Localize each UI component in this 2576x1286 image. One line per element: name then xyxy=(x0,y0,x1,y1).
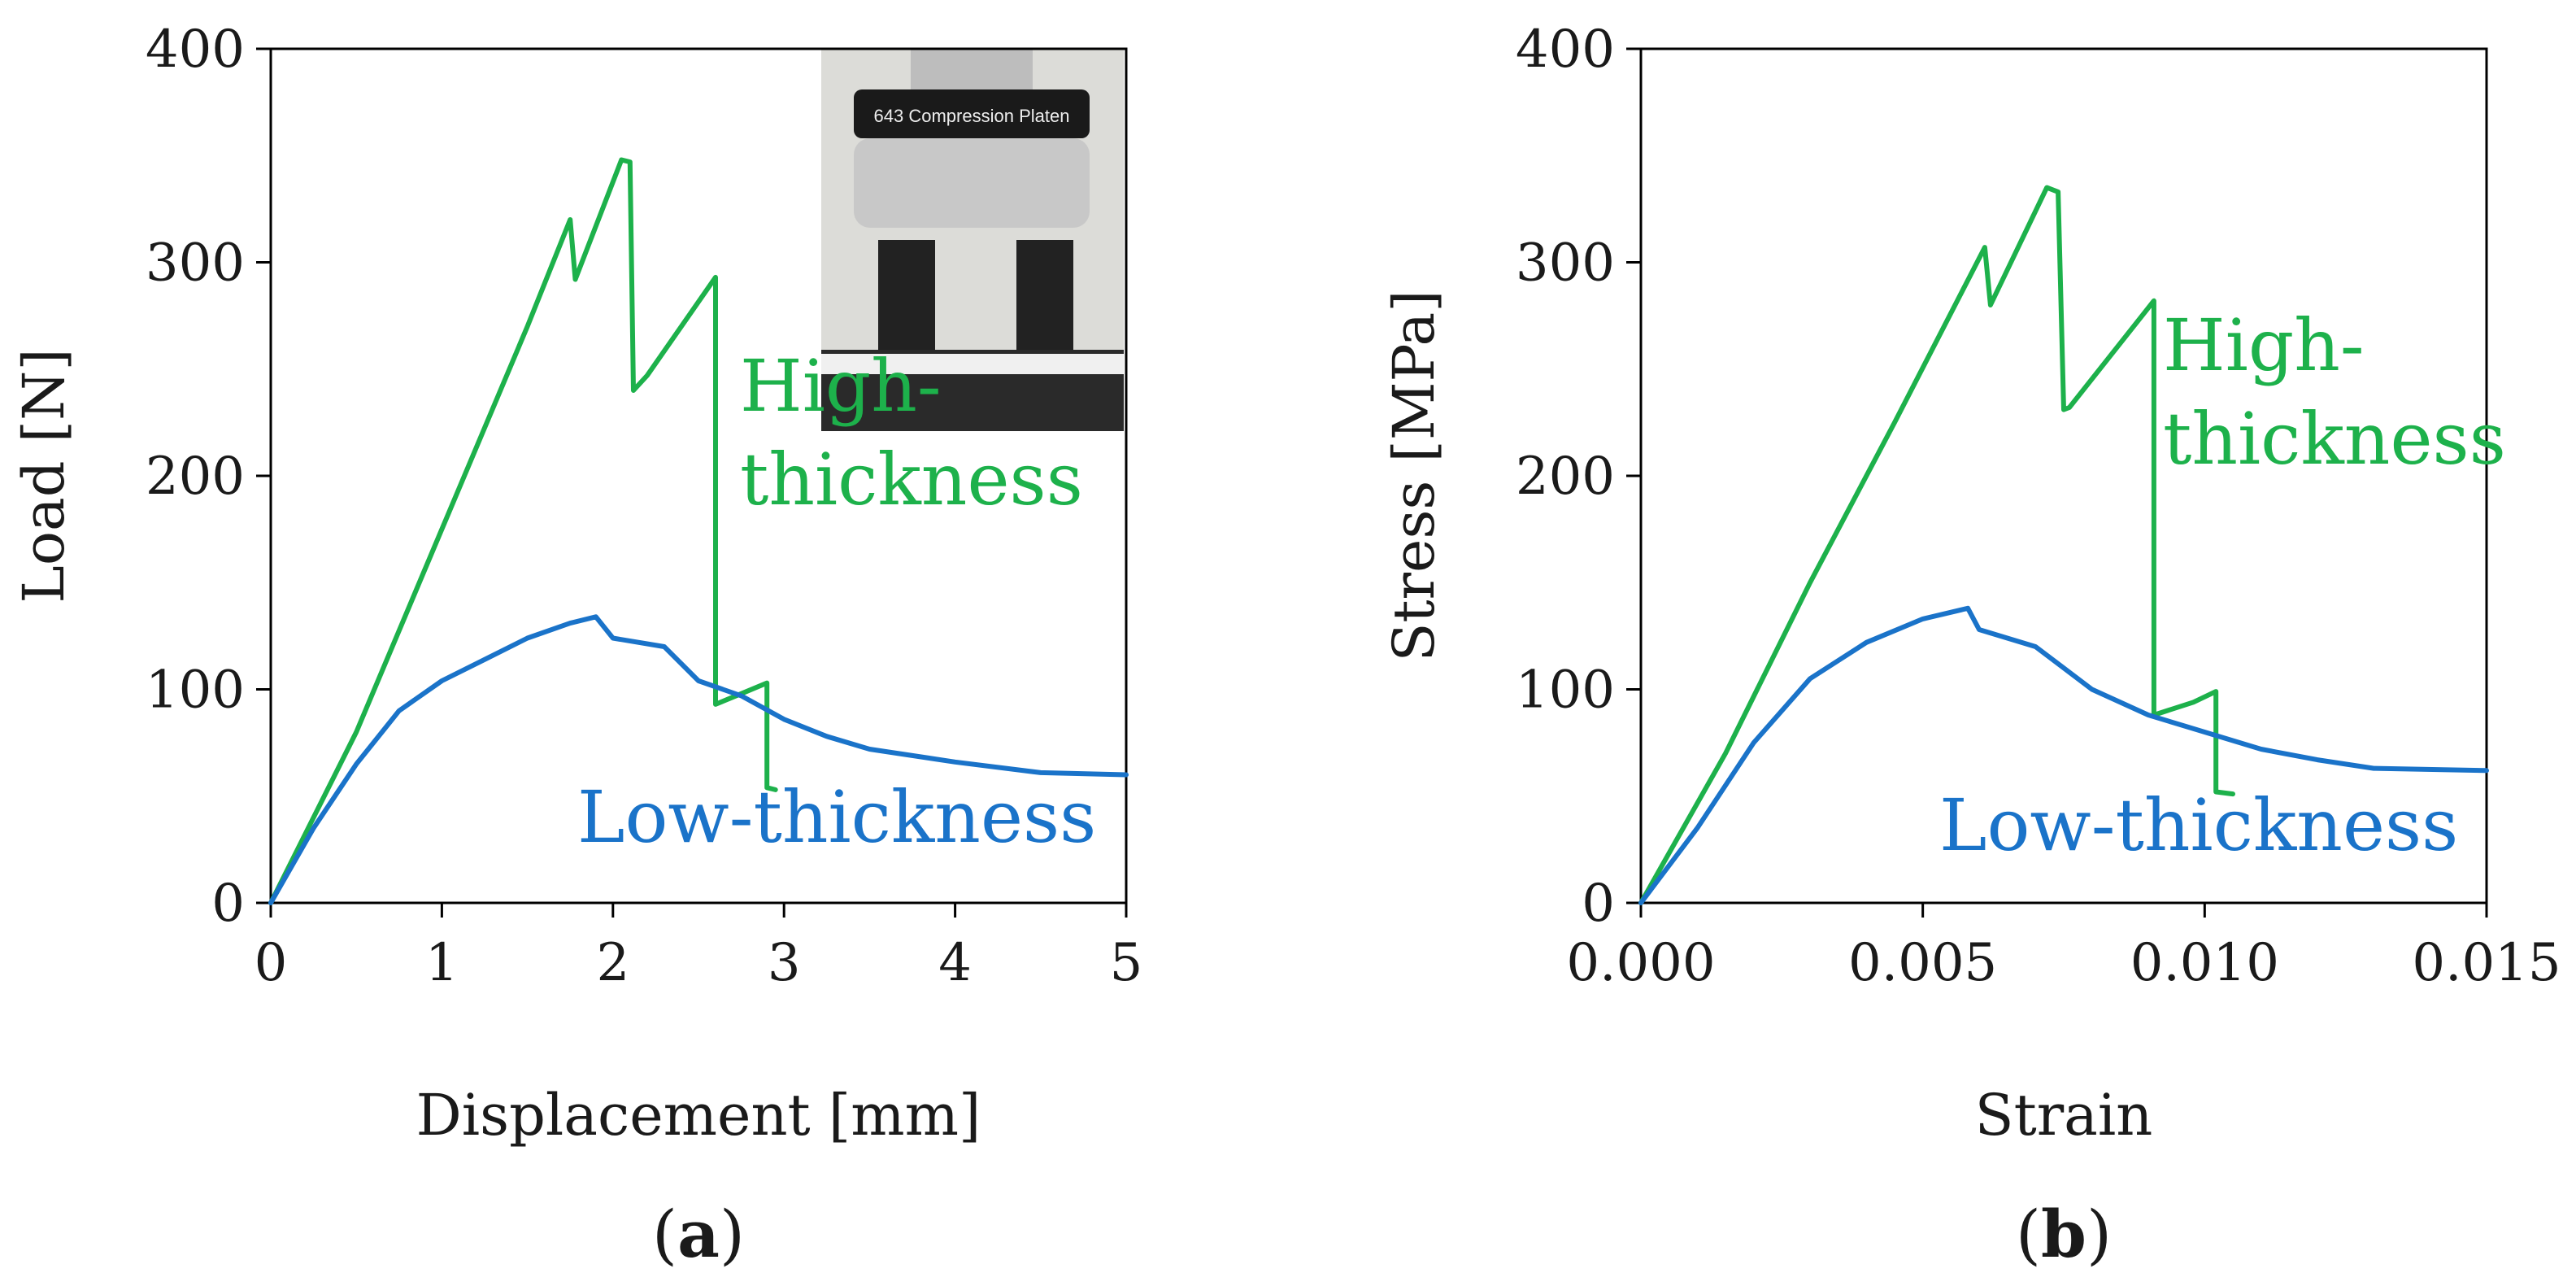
panel-b-y-tick-label: 200 xyxy=(1516,447,1615,507)
panel-a-y-axis-label: Load [N] xyxy=(11,348,77,603)
panel-a: 643 Compression Platen 0 1 2 3 4 5 0 100 200 300 40… xyxy=(11,20,1142,1272)
panel-a-y-tick-label: 200 xyxy=(146,447,245,507)
panel-b-label: (b) xyxy=(2016,1196,2112,1272)
panel-b-x-tick-label: 0.015 xyxy=(2412,933,2561,993)
panel-a-x-tick-label: 2 xyxy=(596,933,629,993)
panel-a-x-tick-label: 3 xyxy=(768,933,801,993)
inset-photo: 643 Compression Platen xyxy=(821,49,1124,431)
panel-b-y-tick-label: 300 xyxy=(1516,233,1615,294)
panel-a-y-tick-label: 100 xyxy=(146,660,245,721)
panel-b-y-tick-label: 0 xyxy=(1582,874,1615,934)
panel-a-series-high-thickness xyxy=(268,157,778,905)
panel-b-x-tick-label: 0.005 xyxy=(1848,933,1997,993)
panel-a-x-tick-label: 0 xyxy=(255,933,288,993)
panel-a-label-high-thickness: High-thickness xyxy=(740,344,1083,521)
inset-caption: 643 Compression Platen xyxy=(874,106,1070,126)
panel-a-label: (a) xyxy=(652,1196,745,1272)
panel-b-series-high-thickness xyxy=(1638,185,2235,905)
panel-b-y-tick-label: 400 xyxy=(1516,20,1615,80)
panel-b: 0.000 0.005 0.010 0.015 0 100 200 300 400 Strain S… xyxy=(1381,20,2561,1272)
panel-a-y-tick-label: 400 xyxy=(146,20,245,80)
panel-a-x-tick-label: 1 xyxy=(425,933,459,993)
panel-a-x-axis-label: Displacement [mm] xyxy=(416,1082,981,1149)
panel-a-y-tick-label: 0 xyxy=(211,874,245,934)
panel-a-x-tick-label: 5 xyxy=(1110,933,1143,993)
panel-b-y-tick-label: 100 xyxy=(1516,660,1615,721)
panel-a-x-tick-label: 4 xyxy=(938,933,972,993)
panel-b-y-axis-label: Stress [MPa] xyxy=(1381,290,1447,661)
panel-b-label-low-thickness: Low-thickness xyxy=(1939,783,2458,867)
panel-a-series-low-thickness xyxy=(268,614,1129,905)
panel-a-y-tick-label: 300 xyxy=(146,233,245,294)
panel-b-x-tick-label: 0.000 xyxy=(1566,933,1715,993)
panel-b-label-high-thickness: High-thickness xyxy=(2163,303,2506,481)
panel-b-x-axis-label: Strain xyxy=(1975,1082,2153,1149)
panel-a-label-low-thickness: Low-thickness xyxy=(577,775,1096,859)
panel-b-series-low-thickness xyxy=(1638,605,2489,905)
panel-b-x-tick-label: 0.010 xyxy=(2130,933,2279,993)
